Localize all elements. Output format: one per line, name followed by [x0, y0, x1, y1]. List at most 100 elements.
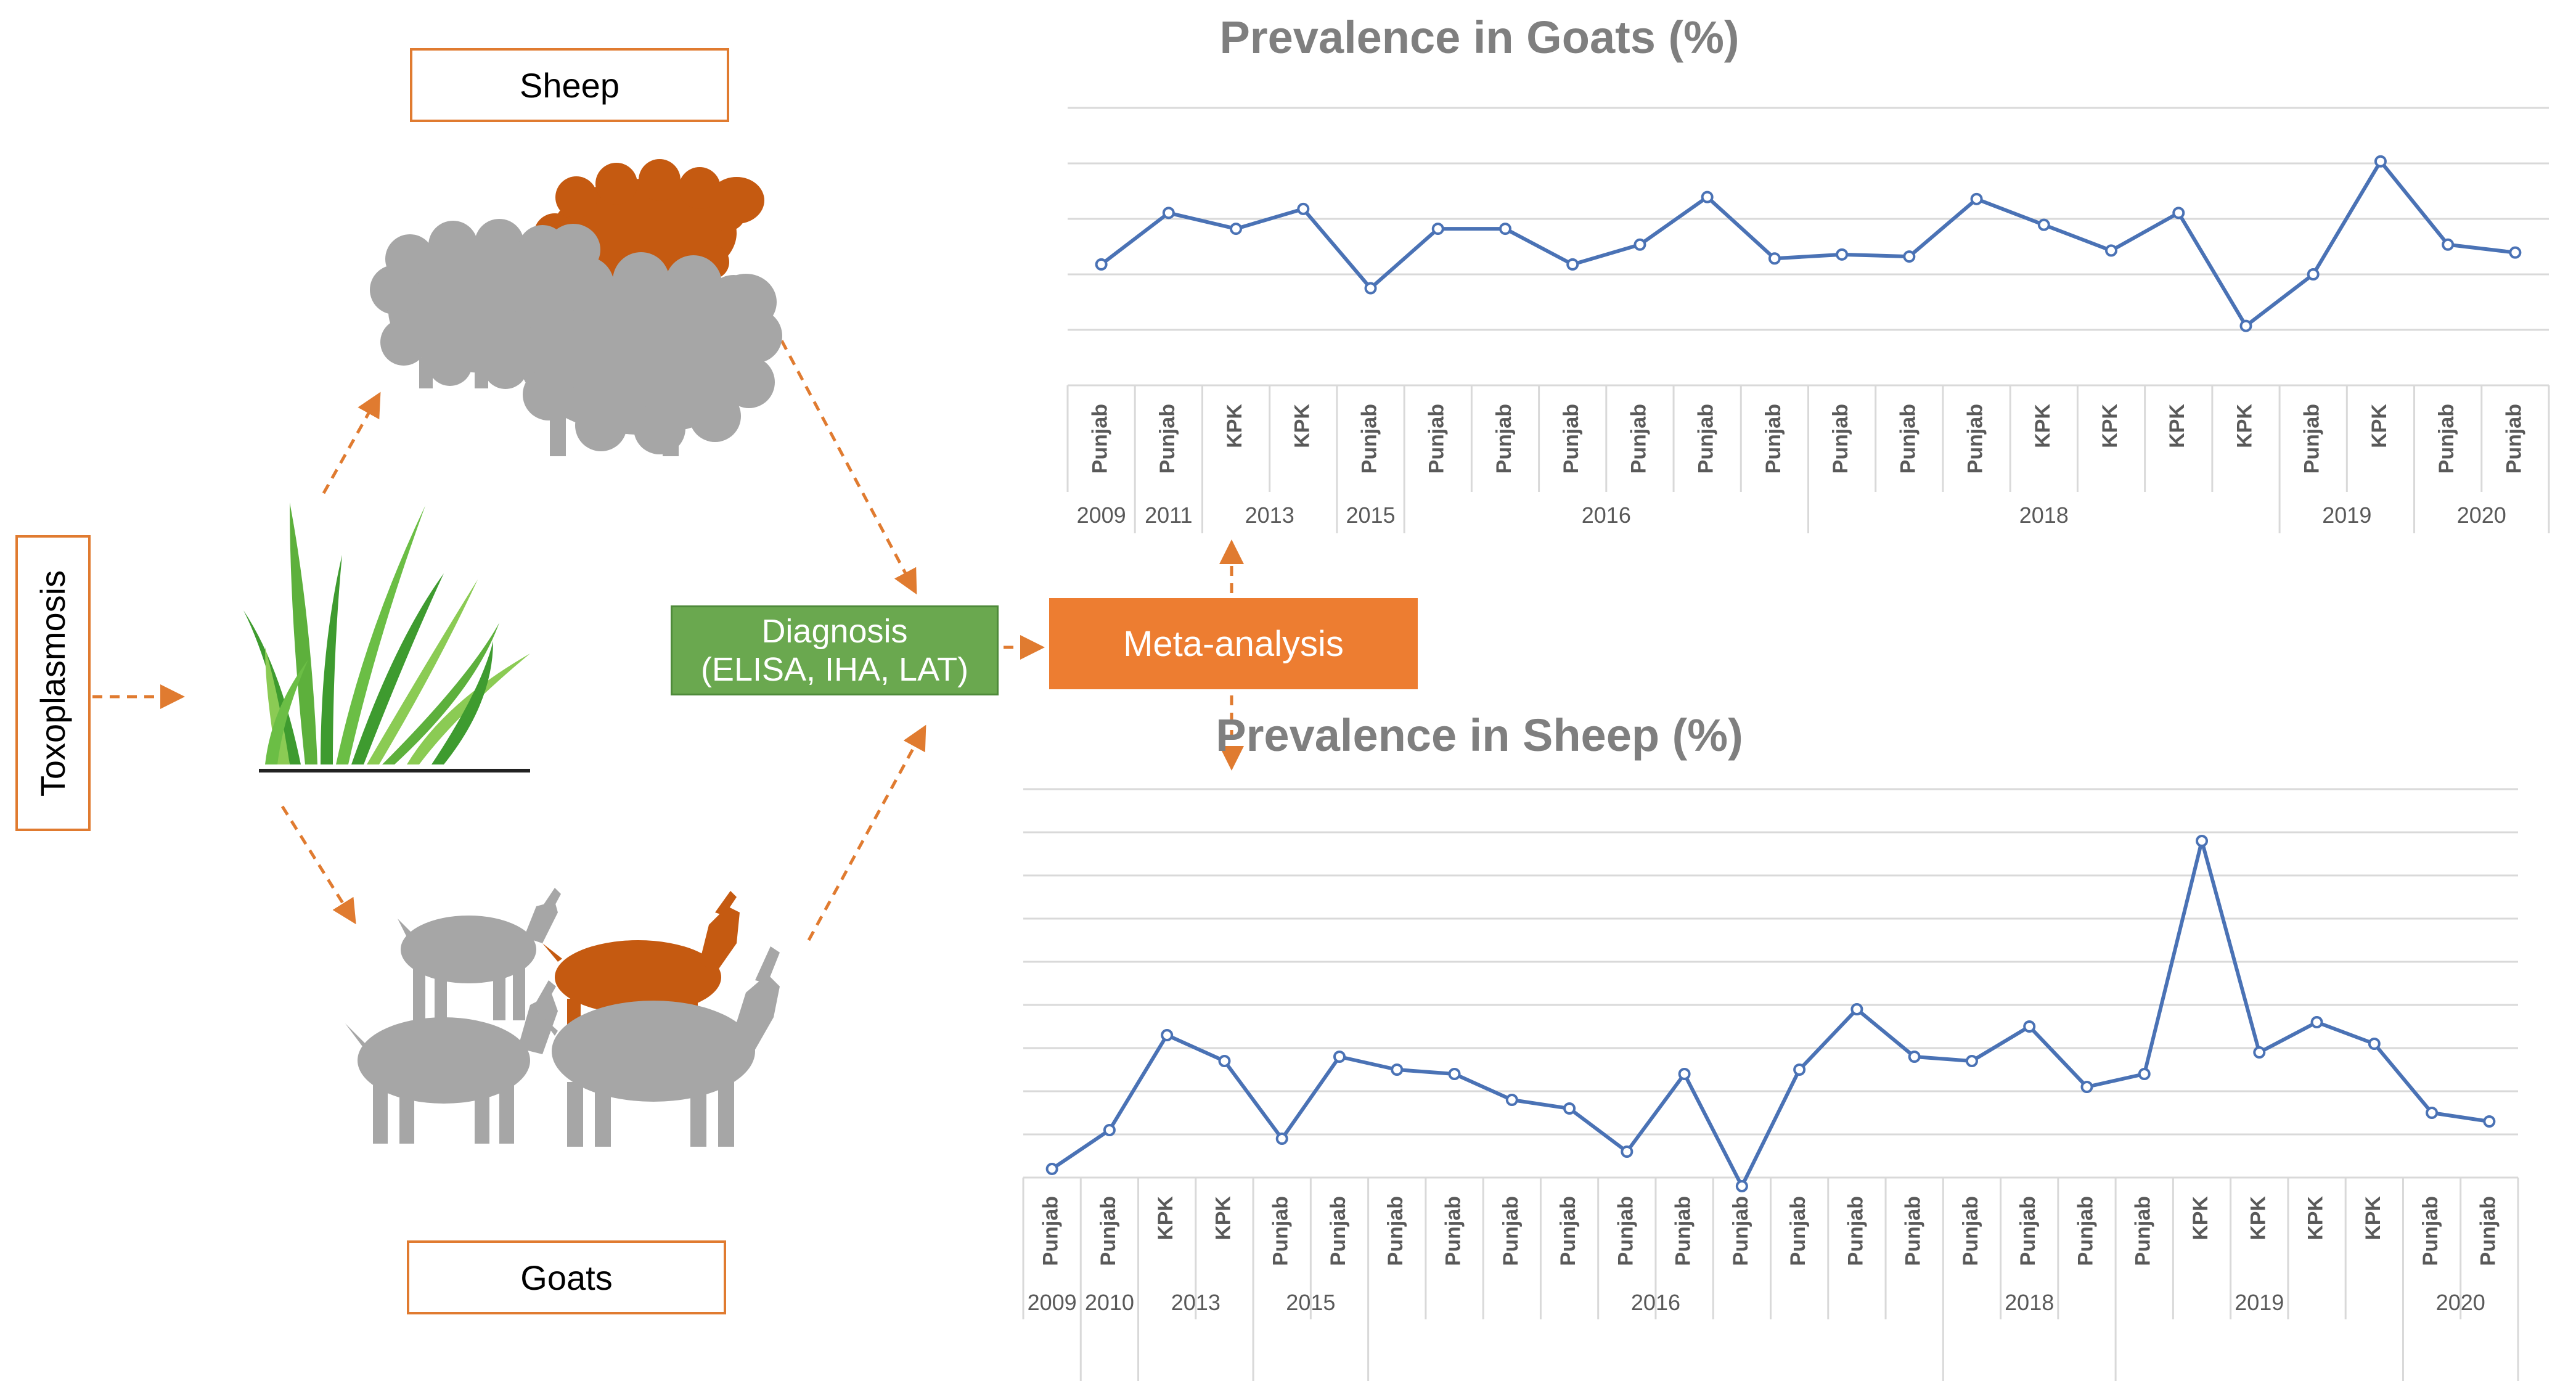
sheep-category-label: Punjab [1269, 1196, 1293, 1266]
sheep-category-label: Punjab [2476, 1196, 2500, 1266]
goats-data-point [1634, 238, 1646, 251]
goats-data-point [1162, 207, 1175, 219]
sheep-year-label: 2018 [2005, 1290, 2054, 1315]
goats-category-label: KPK [2031, 404, 2055, 448]
sheep-year-label: 2015 [1286, 1290, 1335, 1315]
toxoplasmosis-label-box: Toxoplasmosis [15, 535, 91, 831]
sheep-category-label: KPK [1211, 1196, 1235, 1240]
diagnosis-title: Diagnosis [761, 612, 908, 650]
goats-year-label: 2020 [2457, 502, 2506, 528]
sheep-category-label: KPK [2361, 1196, 2385, 1240]
arrow-goats-to-diagnosis [807, 724, 926, 941]
goats-data-point [1230, 223, 1243, 236]
sheep-year-label: 2020 [2436, 1290, 2485, 1315]
goats-category-label: Punjab [1089, 404, 1112, 473]
goats-category-label: Punjab [1829, 404, 1852, 473]
goats-category-label: KPK [2165, 404, 2189, 448]
goats-category-label: Punjab [1425, 404, 1449, 473]
goats-data-point [1903, 250, 1916, 263]
sheep-category-label: Punjab [1786, 1196, 1810, 1266]
sheep-data-point [1678, 1068, 1691, 1080]
sheep-label-box: Sheep [410, 48, 729, 122]
goats-data-point [1566, 258, 1579, 271]
goats-category-label: Punjab [1560, 404, 1583, 473]
goats-data-point [1768, 252, 1781, 265]
goats-category-label: KPK [2098, 404, 2122, 448]
sheep-chart-title: Prevalence in Sheep (%) [1216, 710, 1743, 761]
goats-category-label: Punjab [1156, 404, 1179, 473]
sheep-category-label: Punjab [1902, 1196, 1925, 1266]
sheep-year-label: 2010 [1085, 1290, 1134, 1315]
sheep-data-point [1333, 1051, 1346, 1063]
diagnosis-methods: (ELISA, IHA, LAT) [700, 651, 969, 688]
goats-label: Goats [520, 1258, 613, 1297]
arrow-grass-to-sheep [322, 391, 381, 494]
sheep-category-label: Punjab [1614, 1196, 1637, 1266]
sheep-data-point [1275, 1133, 1288, 1145]
sheep-category-label: Punjab [2074, 1196, 2097, 1266]
goats-year-label: 2011 [1145, 502, 1192, 528]
sheep-data-point [2426, 1107, 2439, 1119]
sheep-category-label: KPK [2189, 1196, 2212, 1240]
goats-series-line [1100, 159, 2516, 328]
goats-category-label: KPK [1223, 404, 1246, 448]
goats-data-point [1701, 191, 1714, 203]
sheep-category-label: KPK [1154, 1196, 1177, 1240]
goats-category-label: Punjab [1896, 404, 1920, 473]
sheep-data-point [1103, 1124, 1116, 1136]
grass-illustration [243, 502, 530, 772]
diagnosis-box: Diagnosis (ELISA, IHA, LAT) [671, 605, 999, 695]
sheep-category-label: Punjab [1499, 1196, 1523, 1266]
sheep-data-point [1621, 1145, 1634, 1158]
goats-year-label: 2015 [1346, 502, 1395, 528]
sheep-data-point [2138, 1068, 2151, 1080]
goats-category-label: Punjab [2300, 404, 2324, 473]
goats-label-box: Goats [407, 1240, 726, 1314]
goats-chart-title: Prevalence in Goats (%) [1219, 12, 1740, 63]
goats-data-point [2374, 155, 2387, 168]
goats-data-point [1499, 223, 1511, 236]
sheep-category-label: KPK [2246, 1196, 2270, 1240]
sheep-category-label: Punjab [1442, 1196, 1465, 1266]
sheep-data-point [1850, 1003, 1863, 1015]
goats-category-label: Punjab [2502, 404, 2525, 473]
goats-data-point [1364, 282, 1377, 295]
goats-category-label: KPK [2233, 404, 2256, 448]
sheep-data-point [1161, 1029, 1174, 1041]
sheep-data-point [1908, 1051, 1921, 1063]
sheep-category-label: Punjab [2419, 1196, 2442, 1266]
goats-year-label: 2019 [2322, 502, 2371, 528]
sheep-category-label: Punjab [1556, 1196, 1580, 1266]
sheep-category-label: Punjab [1672, 1196, 1695, 1266]
sheep-illustration [370, 159, 782, 456]
goats-data-point [1431, 223, 1444, 236]
sheep-data-point [2080, 1081, 2093, 1093]
goats-category-label: Punjab [1695, 404, 1718, 473]
goats-year-label: 2016 [1582, 502, 1631, 528]
goats-year-label: 2009 [1077, 502, 1126, 528]
sheep-year-label: 2019 [2235, 1290, 2284, 1315]
sheep-data-point [1218, 1055, 1231, 1067]
sheep-category-label: Punjab [1097, 1196, 1120, 1266]
sheep-data-point [1793, 1063, 1806, 1076]
goats-category-label: Punjab [1358, 404, 1381, 473]
sheep-data-point [2483, 1115, 2496, 1128]
sheep-data-point [2368, 1038, 2381, 1050]
sheep-category-label: Punjab [1327, 1196, 1350, 1266]
goats-data-point [2037, 218, 2050, 231]
sheep-category-label: Punjab [1039, 1196, 1063, 1266]
goats-data-point [1836, 248, 1849, 261]
goats-data-point [2172, 207, 2185, 219]
sheep-category-label: Punjab [1384, 1196, 1407, 1266]
sheep-data-point [1735, 1180, 1748, 1192]
goats-category-label: Punjab [1627, 404, 1650, 473]
sheep-year-label: 2016 [1631, 1290, 1680, 1315]
sheep-category-label: KPK [2304, 1196, 2328, 1240]
meta-analysis-box: Meta-analysis [1049, 598, 1418, 689]
goats-data-point [1297, 202, 1310, 215]
meta-analysis-label: Meta-analysis [1123, 623, 1344, 664]
sheep-data-point [1391, 1063, 1404, 1076]
sheep-data-point [2196, 835, 2209, 847]
goats-category-label: Punjab [1964, 404, 1987, 473]
arrow-grass-to-goats [280, 805, 356, 925]
